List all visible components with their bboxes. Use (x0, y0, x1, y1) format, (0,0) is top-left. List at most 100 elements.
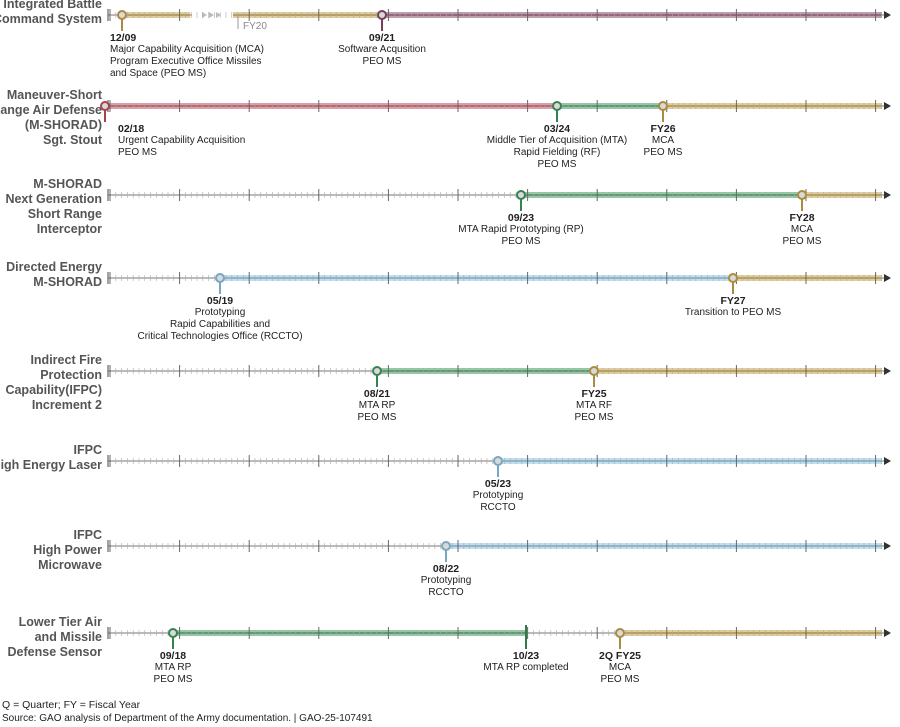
milestone-date: 08/22 (432, 563, 460, 575)
timeline-axis (107, 625, 891, 649)
milestone-description: MTA RP completed (483, 662, 569, 673)
program-title-line: M-SHORAD (33, 275, 102, 289)
milestone-date: FY28 (789, 212, 815, 224)
program-title-line: Microwave (38, 558, 102, 572)
milestone-description: Rapid Capabilities and (169, 319, 271, 330)
program-title-line: High Power (33, 543, 102, 557)
milestone-marker[interactable] (117, 10, 127, 20)
legend-note: Q = Quarter; FY = Fiscal Year (2, 699, 141, 711)
program-title: Lower Tier Air and Missile Defense Sensor (8, 615, 102, 660)
program-title-line: Sgt. Stout (42, 133, 102, 147)
milestone-date: 03/24 (543, 123, 571, 135)
milestone-label: 05/23 Prototyping RCCTO (473, 478, 524, 514)
milestone-description: RCCTO (480, 502, 516, 513)
program-title-line: Interceptor (36, 222, 102, 236)
milestone-label: 08/21 MTA RP PEO MS (358, 388, 397, 424)
milestone-date: 09/18 (159, 650, 187, 662)
program-title-line: High Energy Laser (0, 458, 102, 472)
milestone-marker[interactable] (372, 366, 382, 376)
gap-arrow-icon (216, 12, 221, 18)
milestone-label: 12/09 Major Capability Acquisition (MCA) P… (110, 32, 264, 80)
milestone-description: and Space (PEO MS) (110, 68, 207, 79)
milestone-marker[interactable] (658, 101, 668, 111)
program-title-line: Command System (0, 12, 102, 26)
timeline-row: IFPC High Energy Laser 05/23 Prototyping RCC… (0, 443, 900, 539)
milestone-date: FY25 (581, 388, 607, 400)
milestone-description: PEO MS (574, 412, 614, 423)
milestone-description: PEO MS (357, 412, 397, 423)
milestone-label: FY26 MCA PEO MS (644, 123, 683, 159)
milestone-marker[interactable] (100, 101, 110, 111)
program-title-line: Protection (40, 368, 102, 382)
milestone-marker[interactable] (441, 541, 451, 551)
axis-arrow-icon (884, 629, 891, 637)
milestone-description: PEO MS (600, 674, 640, 685)
milestone-date: 12/09 (110, 32, 137, 44)
program-title: IFPC High Energy Laser (0, 443, 102, 473)
milestone-date: 05/19 (206, 295, 234, 307)
program-title-line: (M-SHORAD) (24, 118, 102, 132)
timeline-row: Integrated Battle Command System FY20 12/09… (0, 0, 900, 93)
milestone-description: MTA RP (154, 662, 192, 673)
axis-arrow-icon (884, 102, 891, 110)
milestone-marker[interactable] (797, 190, 807, 200)
milestone-marker[interactable] (728, 273, 738, 283)
program-title-line: Maneuver-Short (6, 88, 102, 102)
milestone-description: Transition to PEO MS (684, 307, 782, 318)
milestone-description: MCA (790, 224, 814, 235)
axis-arrow-icon (884, 542, 891, 550)
axis-arrow-icon (884, 367, 891, 375)
milestone-description: PEO MS (782, 236, 822, 247)
milestone-date: 08/21 (363, 388, 391, 400)
milestone-date: 09/23 (507, 212, 535, 224)
program-title-line: IFPC (73, 443, 102, 457)
program-title-line: Capability(IFPC) (5, 383, 102, 397)
milestone-label: FY27 Transition to PEO MS (685, 295, 781, 319)
timeline-axis (107, 189, 891, 211)
timeline-axis: FY20 (107, 9, 891, 32)
program-title-line: Defense Sensor (7, 645, 102, 659)
milestone-marker[interactable] (168, 628, 178, 638)
axis-arrow-icon (884, 191, 891, 199)
program-title-line: Next Generation (5, 192, 102, 206)
milestone-label: FY25 MTA RF PEO MS (575, 388, 614, 424)
milestone-label: 09/18 MTA RP PEO MS (154, 650, 193, 686)
milestone-date: FY26 (650, 123, 676, 135)
milestone-label: 09/21 Software Acqusition PEO MS (338, 32, 426, 68)
milestone-description: Prototyping (194, 307, 246, 318)
milestone-marker[interactable] (493, 456, 503, 466)
timeline-axis (107, 540, 891, 562)
milestone-marker[interactable] (377, 10, 387, 20)
axis-arrow-icon (884, 274, 891, 282)
milestone-description: MTA Rapid Prototyping (RP) (458, 224, 584, 235)
program-title-line: Increment 2 (31, 398, 102, 412)
milestone-description: Program Executive Office Missiles (110, 56, 262, 67)
source-note: Source: GAO analysis of Department of th… (2, 713, 373, 724)
program-title-line: Lower Tier Air (18, 615, 102, 629)
milestone-date: 09/21 (368, 32, 396, 44)
milestone-date: 10/23 (512, 650, 540, 662)
milestone-description: Prototyping (420, 575, 472, 586)
program-title: Integrated Battle Command System (0, 0, 102, 27)
timeline-row: Maneuver-Short Range Air Defense (M-SHORAD… (0, 88, 900, 184)
milestone-description: PEO MS (118, 147, 157, 158)
milestone-marker[interactable] (589, 366, 599, 376)
milestone-label: 05/19 Prototyping Rapid Capabilities and Cr… (137, 295, 302, 343)
program-title-line: Indirect Fire (30, 353, 102, 367)
milestone-description: Critical Technologies Office (RCCTO) (137, 331, 303, 342)
program-title: IFPC High Power Microwave (33, 528, 102, 573)
milestone-marker[interactable] (615, 628, 625, 638)
milestone-marker[interactable] (516, 190, 526, 200)
milestone-label: 02/18 Urgent Capability Acquisition PEO MS (118, 123, 245, 159)
program-title-line: IFPC (73, 528, 102, 542)
milestone-description: PEO MS (362, 56, 402, 67)
milestone-date: 2Q FY25 (598, 650, 642, 662)
program-title-line: M-SHORAD (33, 177, 102, 191)
milestone-description: Middle Tier of Acquisition (MTA) (486, 135, 628, 146)
milestone-marker[interactable] (215, 273, 225, 283)
timeline-row: Indirect Fire Protection Capability(IFPC) I… (0, 353, 900, 449)
gap-arrow-icon (202, 12, 207, 18)
milestone-marker[interactable] (552, 101, 562, 111)
milestone-description: PEO MS (501, 236, 541, 247)
milestone-label: 03/24 Middle Tier of Acquisition (MTA) Rap… (487, 123, 627, 171)
